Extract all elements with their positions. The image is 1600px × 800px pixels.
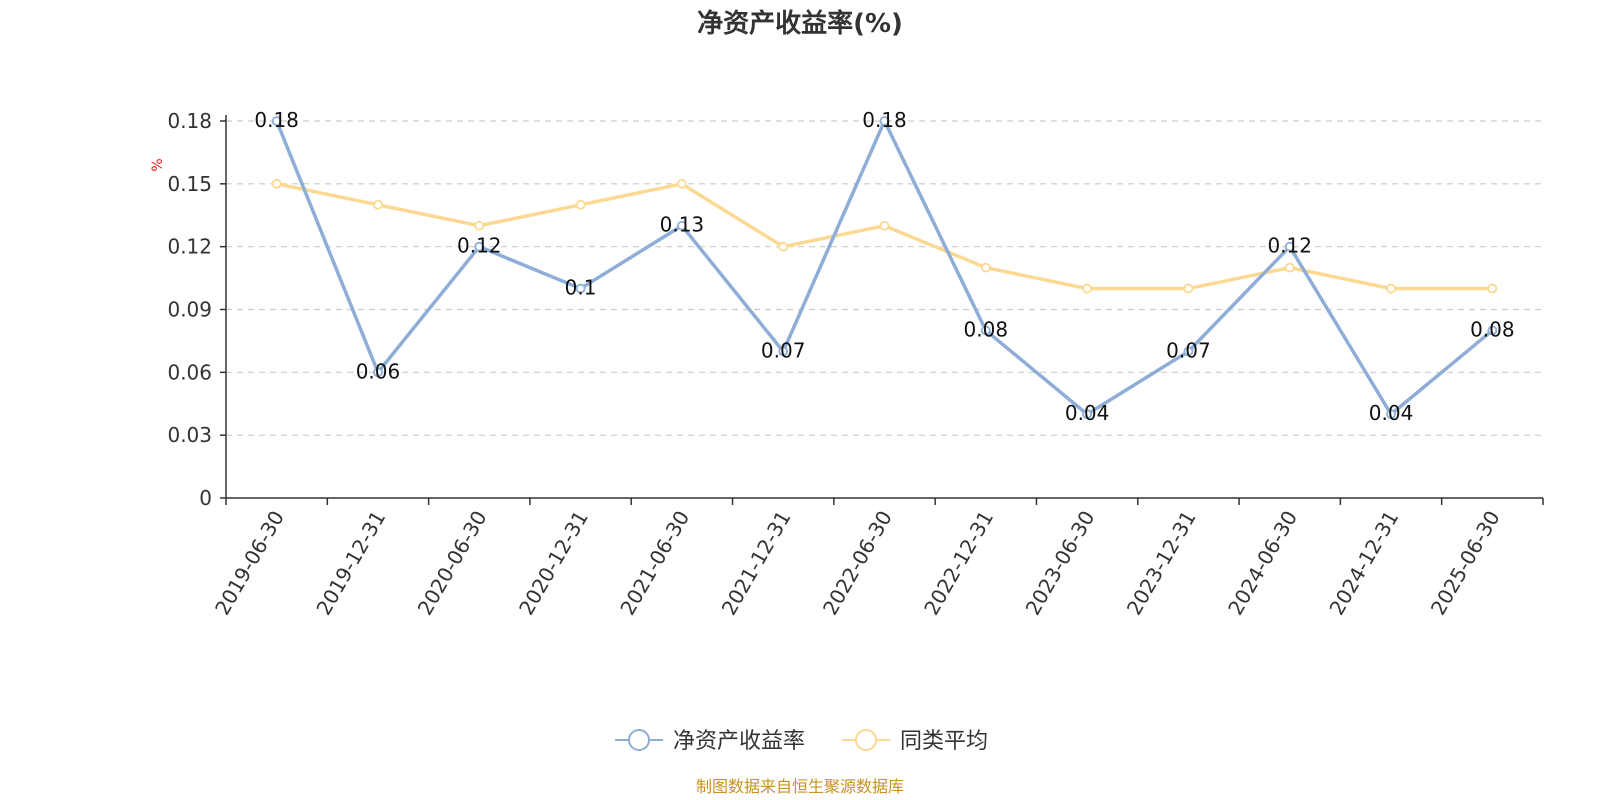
series-layer: [271, 116, 1498, 420]
axes: [220, 115, 1544, 505]
y-tick-label: 0.09: [167, 298, 212, 322]
data-point-0: [676, 220, 687, 231]
data-point-0: [474, 241, 485, 252]
y-tick-labels: 0 0.03 0.06 0.09 0.12 0.15 0.18: [167, 109, 212, 510]
data-label: 0.1: [565, 276, 597, 300]
data-point-0: [1386, 409, 1396, 420]
data-point-1: [1386, 283, 1396, 294]
data-label: 0.08: [964, 317, 1009, 341]
y-tick-label: 0.03: [167, 423, 212, 447]
data-label: 0.04: [1369, 401, 1414, 425]
data-label: 0.13: [660, 213, 705, 237]
y-tick-label: 0.12: [167, 235, 212, 259]
x-tick-label: 2025-06-30: [1426, 507, 1505, 620]
x-tick-label: 2024-12-31: [1324, 507, 1403, 620]
y-tick-label: 0.06: [167, 360, 212, 384]
data-point-1: [271, 178, 282, 189]
data-point-1: [676, 178, 687, 189]
data-label: 0.18: [862, 108, 907, 132]
data-labels: 0.18 0.06 0.12 0.1 0.13 0.07 0.18 0.08 0.04 0.07 0…: [254, 108, 1514, 425]
x-tick-label: 2024-06-30: [1223, 507, 1302, 620]
data-point-1: [778, 241, 789, 252]
data-point-1: [1487, 283, 1498, 294]
source-note: 制图数据来自恒生聚源数据库: [696, 777, 904, 796]
data-label: 0.04: [1065, 401, 1110, 425]
x-tick-label: 2019-12-31: [311, 507, 390, 620]
x-tick-labels: 2019-06-30 2019-12-31 2020-06-30 2020-12-31…: [210, 506, 1505, 619]
data-point-1: [373, 199, 383, 210]
legend-marker-icon: [628, 729, 650, 751]
x-tick-label: 2022-12-31: [919, 506, 998, 619]
y-tick-label: 0.18: [167, 109, 212, 133]
data-point-0: [1183, 346, 1194, 357]
data-point-0: [879, 116, 890, 126]
x-tick-label: 2021-06-30: [615, 507, 694, 620]
x-tick-label: 2023-06-30: [1021, 507, 1100, 620]
legend-item-0[interactable]: 净资产收益率: [615, 729, 805, 754]
chart-title: 净资产收益率(%): [697, 8, 903, 39]
data-point-0: [271, 116, 282, 126]
data-label: 0.07: [761, 338, 806, 362]
legend-marker-icon: [855, 729, 877, 751]
x-tick-label: 2021-12-31: [717, 507, 796, 620]
y-axis-unit: %: [150, 158, 166, 171]
data-point-1: [1183, 283, 1194, 294]
data-label: 0.12: [1267, 234, 1312, 258]
data-point-1: [474, 220, 485, 231]
x-tick-label: 2022-06-30: [818, 507, 897, 620]
x-tick-label: 2020-06-30: [413, 507, 492, 620]
data-point-1: [879, 220, 890, 231]
data-point-0: [575, 283, 586, 294]
data-point-0: [1082, 409, 1093, 420]
legend-item-1[interactable]: 同类平均: [842, 729, 988, 754]
x-tick-label: 2023-12-31: [1122, 507, 1201, 620]
data-point-1: [980, 262, 991, 273]
data-label: 0.07: [1166, 338, 1211, 362]
data-label: 0.06: [356, 359, 401, 383]
data-label: 0.12: [457, 234, 502, 258]
series-line-0: [275, 119, 1494, 416]
legend-label: 净资产收益率: [673, 729, 805, 754]
data-point-0: [980, 325, 991, 336]
data-point-1: [1284, 262, 1295, 273]
data-point-1: [1082, 283, 1093, 294]
x-tick-label: 2020-12-31: [514, 507, 593, 620]
legend[interactable]: 净资产收益率 同类平均: [615, 729, 988, 754]
data-point-0: [778, 346, 789, 357]
data-point-0: [373, 367, 383, 378]
y-tick-label: 0.15: [167, 172, 212, 196]
data-label: 0.18: [254, 108, 299, 132]
data-label: 0.08: [1470, 317, 1515, 341]
data-point-0: [1487, 325, 1498, 336]
y-tick-label: 0: [199, 486, 212, 510]
x-tick-label: 2019-06-30: [210, 507, 289, 620]
legend-label: 同类平均: [900, 729, 988, 754]
data-point-0: [1284, 241, 1295, 252]
data-point-1: [575, 199, 586, 210]
